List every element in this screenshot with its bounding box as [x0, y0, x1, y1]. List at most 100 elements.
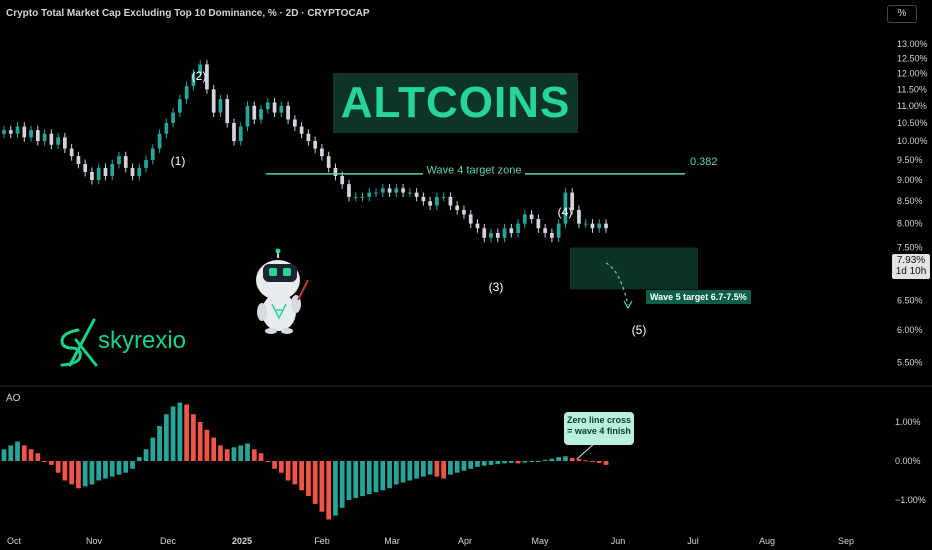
ao-bar [251, 449, 257, 461]
candle-body [252, 105, 257, 120]
candle-body [360, 196, 365, 198]
x-tick-label: Oct [7, 536, 22, 546]
ao-bar [535, 461, 541, 462]
x-tick-label: Jun [611, 536, 626, 546]
candle-body [259, 109, 263, 120]
candle-body [333, 167, 338, 176]
candle-body [150, 148, 155, 161]
ao-tick-label: 0.00% [895, 456, 921, 466]
candle-body [428, 201, 432, 206]
y-tick-label: 12.50% [897, 53, 928, 63]
x-tick-label: Aug [759, 536, 775, 546]
candle-body [49, 133, 54, 145]
unit-button[interactable]: % [887, 5, 917, 23]
ao-bar [55, 461, 61, 473]
candle-body [367, 192, 372, 197]
candle-body [421, 196, 426, 202]
candle-body [184, 86, 189, 100]
candle-body [455, 205, 460, 211]
candle-body [306, 133, 311, 142]
ao-bar [529, 461, 534, 462]
ao-bar [508, 461, 514, 463]
ao-bar [475, 461, 480, 467]
ao-bar [211, 437, 217, 461]
ao-bar [569, 457, 575, 461]
robot-eye [269, 268, 277, 276]
ao-bar [448, 461, 453, 475]
ao-bar [380, 461, 386, 491]
candle-body [164, 123, 169, 134]
candle-body [563, 192, 568, 224]
ao-bar [387, 461, 392, 489]
axes: 13.00% 12.50% 12.00% 11.50% 11.00% 10.50% 10.0… [0, 39, 932, 546]
candle-body [83, 163, 88, 172]
ao-bar [333, 461, 338, 516]
ao-bar [495, 461, 501, 465]
candle-body [502, 228, 507, 238]
ao-bar [488, 461, 494, 465]
ao-bar [285, 461, 291, 481]
candle-body [374, 192, 378, 194]
x-tick-label: Nov [86, 536, 103, 546]
candle-body [42, 133, 47, 142]
ao-bar [427, 461, 433, 475]
ao-bar [481, 461, 487, 466]
candle-body [178, 99, 182, 113]
candle-body [144, 160, 148, 168]
candle-body [414, 192, 419, 197]
ao-bar [353, 461, 359, 499]
candle-body [516, 223, 520, 234]
ao-bar [603, 461, 609, 465]
ao-bar [319, 461, 325, 512]
robot-eye [283, 268, 291, 276]
candle-body [380, 188, 385, 193]
logo-text: skyrexio [98, 327, 187, 354]
zero-cross-callout: Zero line cross = wave 4 finish [564, 412, 634, 445]
robot-antenna-tip [275, 248, 281, 254]
annotations: Wave 4 target zone 0.382 (1) (2) (3) (4) (5) [60, 69, 718, 460]
candle-body [29, 130, 33, 138]
ao-bar [590, 461, 595, 462]
candle-body [198, 64, 203, 74]
ao-bar [414, 461, 419, 479]
last-price-value: 7.93% [896, 255, 926, 266]
wave5-target-label: Wave 5 target 6.7-7.5% [646, 290, 751, 304]
ao-bar [76, 461, 81, 489]
ao-bar [15, 441, 20, 461]
ao-bar [96, 461, 102, 481]
y-tick-label: 9.00% [897, 175, 923, 185]
ao-bar [346, 461, 352, 500]
ao-bar [116, 461, 122, 475]
candle-body [123, 156, 128, 168]
ao-bar [441, 461, 447, 479]
x-tick-label: Sep [838, 536, 854, 546]
candle-body [448, 196, 453, 206]
ao-bar [82, 461, 88, 487]
candle-body [103, 167, 108, 176]
candle-body [435, 196, 439, 206]
candle-body [597, 223, 602, 229]
candle-body [543, 228, 547, 234]
projection-arrowhead [623, 300, 633, 310]
ao-bar [245, 443, 250, 461]
ao-bar [272, 461, 277, 469]
ao-bar [48, 461, 54, 465]
ao-bar [42, 461, 47, 462]
ao-indicator-label: AO [6, 393, 21, 404]
ao-bar [576, 459, 582, 461]
candle-body [279, 105, 284, 113]
robot-foot [281, 328, 293, 334]
ao-bar [549, 458, 555, 461]
ao-bar [143, 449, 149, 461]
ao-bar [393, 461, 399, 485]
candle-body [56, 137, 60, 145]
candle-body [313, 141, 318, 149]
ao-bar [278, 461, 284, 473]
candle-body [529, 214, 534, 220]
y-tick-label: 8.50% [897, 196, 923, 206]
candle-body [475, 223, 480, 229]
candle-body [96, 167, 101, 181]
wave-label: (4) [558, 205, 573, 219]
ao-bar [123, 461, 129, 473]
candle-body [22, 126, 27, 138]
